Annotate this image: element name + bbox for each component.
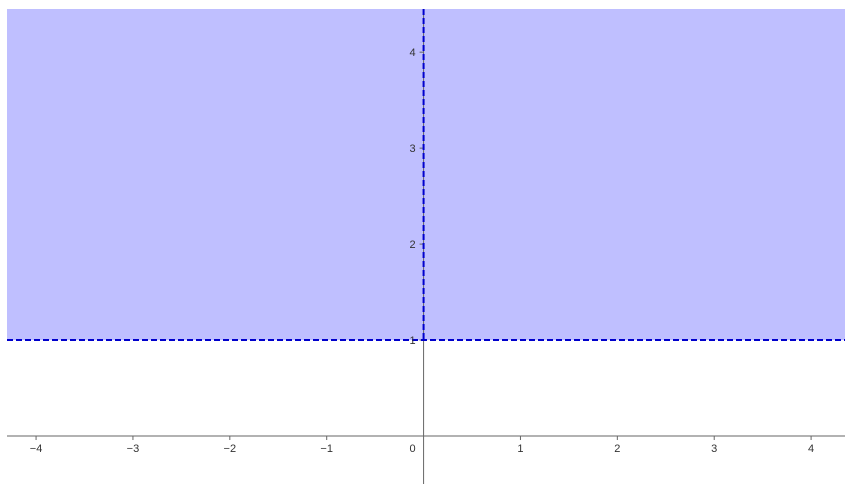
- x-tick-label: 4: [808, 443, 814, 455]
- x-tick-label: 1: [517, 443, 523, 455]
- shaded-region: [7, 9, 845, 341]
- y-tick-label: 4: [409, 47, 415, 59]
- x-tick-label: −2: [224, 443, 237, 455]
- x-tick-label: −3: [127, 443, 140, 455]
- x-tick-label: −4: [30, 443, 43, 455]
- x-tick-label: 3: [711, 443, 717, 455]
- origin-label: 0: [409, 443, 415, 455]
- y-tick-label: 3: [409, 143, 415, 155]
- x-tick-label: 2: [614, 443, 620, 455]
- y-tick-label: 2: [409, 239, 415, 251]
- y-tick-label: 1: [409, 335, 415, 347]
- x-tick-label: −1: [320, 443, 333, 455]
